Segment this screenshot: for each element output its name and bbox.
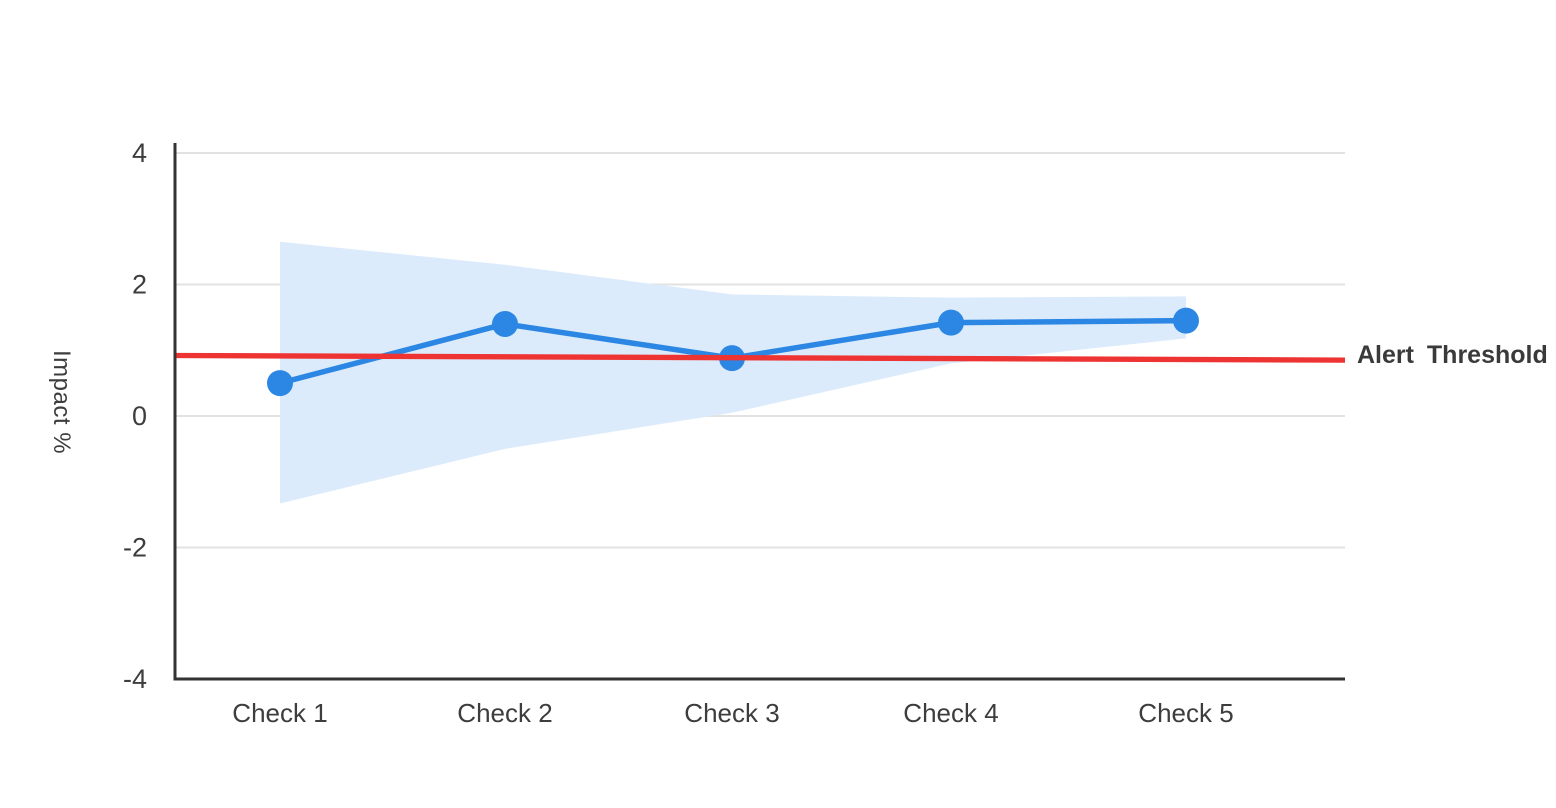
x-tick-label-check-1: Check 1 (232, 698, 327, 728)
y-tick-label--4: -4 (123, 664, 147, 694)
data-point-check-4 (938, 309, 964, 336)
y-tick-label--2: -2 (123, 533, 147, 563)
y-tick-label-2: 2 (132, 270, 147, 300)
axes-layer (173, 143, 1345, 681)
alert-threshold-line (174, 352, 1346, 363)
y-tick-label-0: 0 (132, 401, 147, 431)
x-tick-labels: Check 1 Check 2 Check 3 Check 4 Check 5 (232, 698, 1233, 728)
alert-threshold-layer (174, 352, 1346, 363)
x-tick-label-check-4: Check 4 (903, 698, 998, 728)
x-tick-label-check-3: Check 3 (684, 698, 779, 728)
confidence-band-layer (280, 241, 1186, 504)
x-tick-label-check-2: Check 2 (457, 698, 552, 728)
y-axis-title: Impact % (48, 350, 75, 455)
y-tick-labels: 4 2 0 -2 -4 (123, 138, 147, 694)
x-tick-label-check-5: Check 5 (1138, 698, 1233, 728)
confidence-band (280, 241, 1186, 504)
data-point-check-5 (1173, 307, 1199, 334)
alert-threshold-label: Alert Threshold (1357, 341, 1548, 369)
data-point-check-2 (492, 310, 518, 337)
data-point-check-1 (267, 370, 293, 397)
y-tick-label-4: 4 (132, 138, 147, 168)
